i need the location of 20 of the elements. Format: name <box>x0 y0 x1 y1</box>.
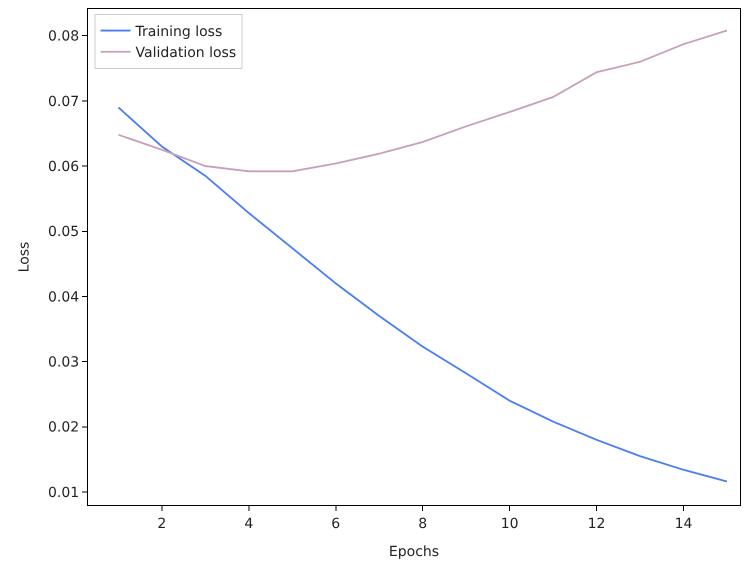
y-tick-label: 0.06 <box>48 158 80 175</box>
y-tick-label: 0.05 <box>48 224 80 240</box>
y-tick-label: 0.07 <box>48 94 80 110</box>
x-tick-label: 2 <box>157 516 166 532</box>
legend-label: Validation loss <box>136 45 236 62</box>
y-tick-label: 0.04 <box>48 289 80 306</box>
legend-label: Training loss <box>134 24 222 40</box>
y-axis-title: Loss <box>16 242 33 272</box>
x-tick-label: 10 <box>500 516 519 532</box>
x-tick-label: 6 <box>331 516 340 532</box>
y-tick-label: 0.08 <box>48 28 80 45</box>
x-tick-label: 14 <box>674 516 692 532</box>
y-tick-label: 0.03 <box>48 354 80 371</box>
x-tick-label: 8 <box>418 516 428 532</box>
x-tick-label: 4 <box>244 516 254 532</box>
line-series <box>118 106 728 482</box>
y-tick-label: 0.01 <box>48 484 80 501</box>
y-tick-label: 0.02 <box>48 420 80 436</box>
x-axis-title: Epochs <box>388 544 440 560</box>
x-tick-label: 12 <box>588 516 606 532</box>
